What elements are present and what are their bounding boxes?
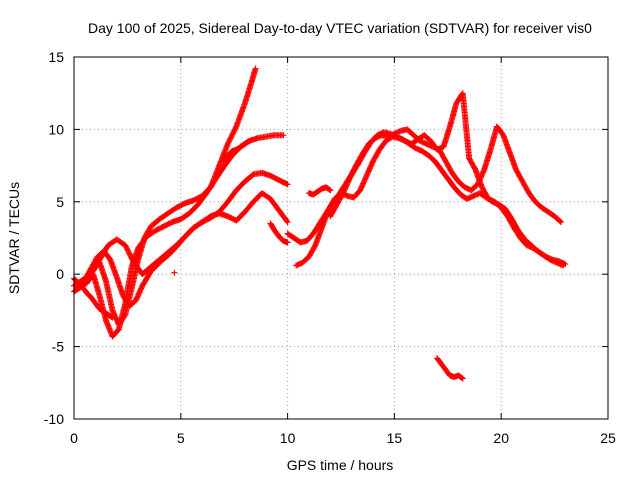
data-point (562, 261, 569, 268)
x-tick-label: 25 (600, 430, 616, 446)
data-point (283, 217, 290, 224)
x-tick-label: 10 (280, 430, 296, 446)
y-axis-label: SDTVAR / TECUs (6, 182, 22, 294)
data-point (284, 239, 291, 246)
series-track-13 (220, 137, 253, 165)
grid-lines (74, 57, 608, 419)
data-point (351, 166, 358, 173)
y-tick-label: 0 (56, 266, 64, 282)
data-point (349, 170, 356, 177)
data-point (227, 135, 234, 142)
data-points (71, 65, 569, 382)
series-track-10 (434, 355, 466, 382)
y-tick-label: -5 (52, 339, 65, 355)
axis-ticks: 0 5 10 15 20 25 -10 -5 0 5 10 15 (44, 49, 616, 446)
data-point (284, 181, 291, 188)
x-axis-label: GPS time / hours (287, 457, 394, 473)
x-tick-label: 0 (70, 430, 78, 446)
data-point (347, 173, 354, 180)
data-point (326, 186, 333, 193)
x-tick-label: 5 (177, 430, 185, 446)
data-point (311, 243, 318, 250)
data-point (230, 130, 237, 137)
data-point (126, 251, 133, 258)
series-track-9 (267, 220, 291, 246)
data-point (232, 126, 239, 133)
data-point (556, 218, 563, 225)
data-point (122, 242, 129, 249)
data-point (228, 134, 235, 141)
data-point (128, 254, 135, 261)
y-tick-label: 10 (48, 121, 64, 137)
data-point (109, 314, 116, 321)
data-point (124, 247, 131, 254)
y-tick-label: 15 (48, 49, 64, 65)
series-track-4 (79, 190, 291, 285)
data-point (280, 132, 287, 139)
data-point (230, 128, 237, 135)
data-point (350, 167, 357, 174)
data-point (558, 219, 565, 226)
y-tick-label: 5 (56, 194, 64, 210)
data-point (122, 243, 129, 250)
series-track-11 (71, 275, 116, 321)
x-tick-label: 15 (387, 430, 403, 446)
data-point (124, 246, 131, 253)
data-point (129, 256, 136, 263)
series-track-12 (171, 269, 178, 276)
data-point (231, 127, 238, 134)
data-point (126, 250, 133, 257)
data-point (327, 187, 334, 194)
data-point (229, 131, 236, 138)
x-tick-label: 20 (493, 430, 509, 446)
series-track-2 (71, 132, 287, 340)
data-point (284, 219, 291, 226)
data-point (245, 138, 252, 145)
data-point (339, 191, 346, 198)
data-point (226, 138, 233, 145)
data-point (348, 171, 355, 178)
data-point (351, 165, 358, 172)
data-point (108, 313, 115, 320)
chart-title: Day 100 of 2025, Sidereal Day-to-day VTE… (88, 20, 592, 36)
data-point (346, 175, 353, 182)
plot-frame (73, 56, 609, 420)
data-point (232, 124, 239, 131)
data-point (128, 255, 135, 262)
data-point (224, 140, 231, 147)
data-point (471, 165, 478, 172)
data-point (127, 252, 134, 259)
data-point (226, 136, 233, 143)
data-point (349, 169, 356, 176)
data-point (283, 180, 290, 187)
y-tick-label: -10 (44, 411, 64, 427)
data-point (347, 174, 354, 181)
data-point (171, 269, 178, 276)
series-track-8 (305, 184, 334, 198)
data-point (125, 248, 132, 255)
data-point (225, 139, 232, 146)
data-point (123, 244, 130, 251)
series-track-7 (327, 123, 565, 226)
data-point (252, 65, 259, 72)
data-point (458, 374, 465, 381)
data-point (459, 375, 466, 382)
data-point (246, 137, 253, 144)
data-point (228, 132, 235, 139)
